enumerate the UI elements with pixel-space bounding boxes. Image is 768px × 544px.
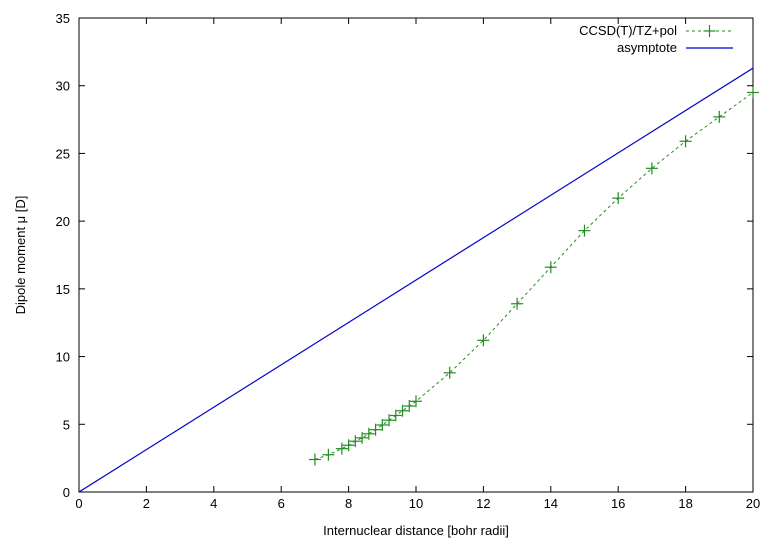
x-tick-label: 18: [678, 496, 692, 511]
x-tick-label: 6: [278, 496, 285, 511]
series-ccsd-line: [314, 92, 753, 460]
series-layer: [79, 67, 759, 492]
series-ccsd-point: [356, 431, 369, 444]
y-tick-label: 35: [56, 11, 70, 26]
series-ccsd-point: [578, 224, 591, 237]
series-ccsd-point: [322, 448, 335, 461]
plot-border: [78, 17, 754, 493]
x-tick-label: 12: [476, 496, 490, 511]
axis-ticks: [78, 17, 754, 493]
series-ccsd-point: [396, 404, 409, 417]
series-ccsd-point: [376, 418, 389, 431]
y-tick-label: 5: [63, 417, 70, 432]
series-ccsd-point: [443, 366, 456, 379]
legend-label-ccsd: CCSD(T)/TZ+pol: [579, 23, 677, 38]
series-ccsd-point: [389, 409, 402, 422]
axis-tick-labels: 0 2 4 6 8 10 12 14 16 18 20 0 5 10 15 20 25 30 35: [56, 11, 761, 511]
y-axis-label: Dipole moment μ [D]: [13, 196, 28, 315]
y-tick-label: 20: [56, 214, 70, 229]
series-ccsd-point: [335, 442, 348, 455]
y-tick-label: 15: [56, 282, 70, 297]
series-ccsd-point: [342, 439, 355, 452]
legend: CCSD(T)/TZ+pol asymptote: [579, 23, 733, 55]
series-ccsd-point: [383, 414, 396, 427]
legend-marker-ccsd: [703, 25, 716, 37]
x-tick-label: 4: [210, 496, 217, 511]
series-ccsd-point: [362, 427, 375, 440]
x-tick-label: 10: [409, 496, 423, 511]
series-ccsd-point: [612, 192, 625, 205]
plot-frame: [78, 17, 754, 493]
series-ccsd-point: [349, 435, 362, 448]
series-ccsd-point: [747, 86, 759, 99]
x-tick-label: 14: [544, 496, 558, 511]
y-tick-label: 10: [56, 350, 70, 365]
series-ccsd-point: [645, 162, 658, 175]
x-tick-label: 8: [345, 496, 352, 511]
x-axis-label: Internuclear distance [bohr radii]: [323, 523, 509, 538]
x-tick-label: 0: [75, 496, 82, 511]
x-tick-label: 2: [143, 496, 150, 511]
series-ccsd-point: [544, 261, 557, 274]
series-ccsd-point: [477, 334, 490, 347]
series-ccsd-point: [679, 135, 692, 148]
series-ccsd-point: [713, 110, 726, 123]
series-ccsd-point: [410, 395, 422, 408]
series-ccsd-point: [403, 400, 416, 413]
series-asymptote-line: [79, 67, 753, 492]
legend-label-asymptote: asymptote: [617, 40, 677, 55]
y-tick-label: 25: [56, 146, 70, 161]
x-tick-label: 20: [746, 496, 760, 511]
y-tick-label: 30: [56, 79, 70, 94]
series-ccsd-point: [369, 423, 382, 436]
series-ccsd-point: [511, 297, 524, 310]
x-tick-label: 16: [611, 496, 625, 511]
series-ccsd-point: [308, 453, 321, 466]
y-tick-label: 0: [63, 485, 70, 500]
